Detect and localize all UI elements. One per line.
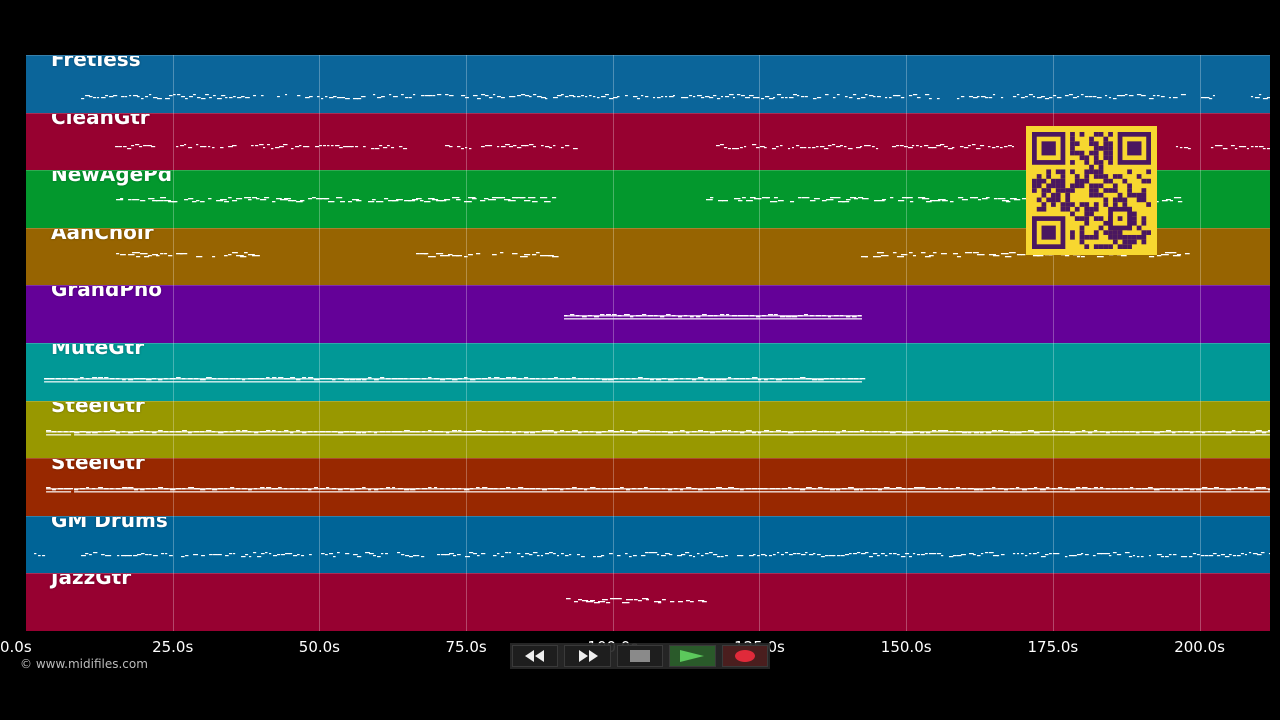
track-lane-7[interactable]: SteelGtr <box>26 400 1270 459</box>
track-lane-8[interactable]: SteelGtr <box>26 458 1270 516</box>
time-tick-label: 200.0s <box>1174 638 1225 656</box>
qr-code-icon[interactable] <box>1026 126 1157 255</box>
track-name-label: MuteGtr <box>51 343 145 359</box>
fast-forward-button[interactable] <box>564 645 611 667</box>
stop-icon <box>630 650 651 662</box>
note-events <box>46 487 1270 493</box>
fast-forward-icon <box>578 650 598 662</box>
rewind-icon <box>525 650 545 662</box>
copyright-text: © www.midifiles.com <box>20 657 148 671</box>
note-events <box>81 93 1270 100</box>
track-name-label: SteelGtr <box>51 458 145 475</box>
track-name-label: JazzGtr <box>51 573 132 590</box>
track-name-label: AahChoir <box>51 227 154 244</box>
transport-bar <box>510 643 770 669</box>
time-tick-label: 25.0s <box>152 638 194 656</box>
note-events <box>34 551 1270 557</box>
play-button[interactable] <box>669 645 716 667</box>
record-icon <box>734 650 755 662</box>
note-events <box>566 598 707 604</box>
track-lane-1[interactable]: Fretless <box>26 55 1270 113</box>
record-button[interactable] <box>721 645 769 667</box>
qr-code-graphic <box>1032 132 1151 249</box>
track-name-label: GrandPno <box>51 285 162 302</box>
track-name-label: CleanGtr <box>51 112 150 129</box>
track-lane-4[interactable]: AahChoir <box>26 227 1270 286</box>
track-lane-10[interactable]: JazzGtr <box>26 573 1270 631</box>
note-events <box>115 143 1270 149</box>
track-name-label: Fretless <box>51 55 141 71</box>
track-name-label: GM Drums <box>51 515 168 532</box>
time-tick-label: 175.0s <box>1027 638 1079 656</box>
play-icon <box>680 650 705 662</box>
track-lanes: Fretless CleanGtr NewAgePd AahChoir GrandPno… <box>26 55 1270 631</box>
track-lane-5[interactable]: GrandPno <box>26 285 1270 343</box>
time-tick-label: 75.0s <box>445 638 487 656</box>
track-name-label: NewAgePd <box>51 170 173 187</box>
time-tick-label: 150.0s <box>880 638 932 656</box>
note-events <box>44 376 866 383</box>
track-lane-6[interactable]: MuteGtr <box>26 343 1270 401</box>
stop-button[interactable] <box>616 645 664 667</box>
time-tick-label: 50.0s <box>298 638 340 656</box>
note-events <box>564 314 862 320</box>
rewind-button[interactable] <box>512 645 559 667</box>
time-tick-label: 0.0s <box>0 638 32 656</box>
track-name-label: SteelGtr <box>51 400 145 417</box>
track-lane-9[interactable]: GM Drums <box>26 515 1270 574</box>
note-events <box>46 429 1270 436</box>
